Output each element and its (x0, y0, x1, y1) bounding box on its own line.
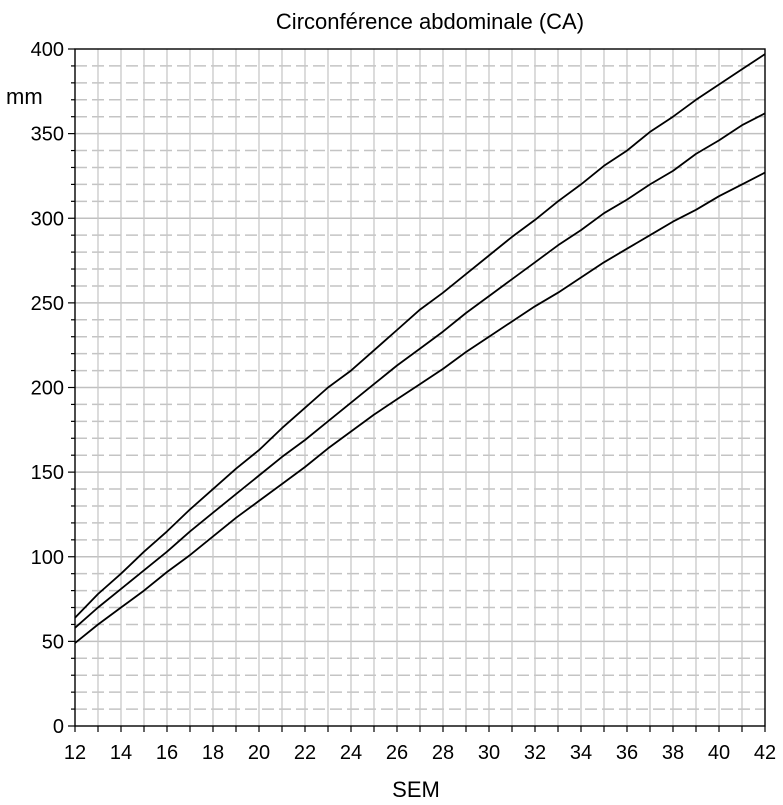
x-tick-label: 24 (340, 742, 362, 764)
x-tick-label: 26 (386, 742, 408, 764)
y-axis-unit: mm (6, 84, 43, 109)
y-tick-label: 350 (31, 124, 64, 146)
series-lines (74, 53, 766, 644)
chart-title: Circonférence abdominale (CA) (276, 9, 584, 34)
grid (75, 49, 765, 726)
y-tick-label: 250 (31, 293, 64, 315)
series-line-3 (74, 171, 766, 644)
x-tick-label: 18 (202, 742, 224, 764)
y-tick-label: 50 (42, 631, 64, 653)
y-tick-label: 400 (31, 39, 64, 61)
x-tick-label: 36 (616, 742, 638, 764)
x-tick-label: 40 (708, 742, 730, 764)
y-tick-label: 100 (31, 547, 64, 569)
axes (68, 48, 766, 732)
x-tick-label: 20 (248, 742, 270, 764)
x-tick-label: 32 (524, 742, 546, 764)
x-tick-label: 12 (64, 742, 86, 764)
x-tick-label: 38 (662, 742, 684, 764)
series-line-1 (74, 53, 766, 619)
x-tick-label: 34 (570, 742, 592, 764)
y-tick-label: 150 (31, 462, 64, 484)
tick-labels: 0 50 100 150 200 250 300 350 400 12 14 16 18 20 22 24 26… (31, 39, 777, 764)
y-tick-label: 200 (31, 378, 64, 400)
x-tick-label: 42 (754, 742, 776, 764)
x-axis-title: SEM (392, 777, 440, 802)
x-tick-label: 14 (110, 742, 132, 764)
x-tick-label: 30 (478, 742, 500, 764)
x-tick-label: 22 (294, 742, 316, 764)
y-tick-label: 0 (53, 716, 64, 738)
y-tick-label: 300 (31, 208, 64, 230)
x-tick-label: 16 (156, 742, 178, 764)
x-tick-label: 28 (432, 742, 454, 764)
series-line-2 (74, 112, 766, 629)
